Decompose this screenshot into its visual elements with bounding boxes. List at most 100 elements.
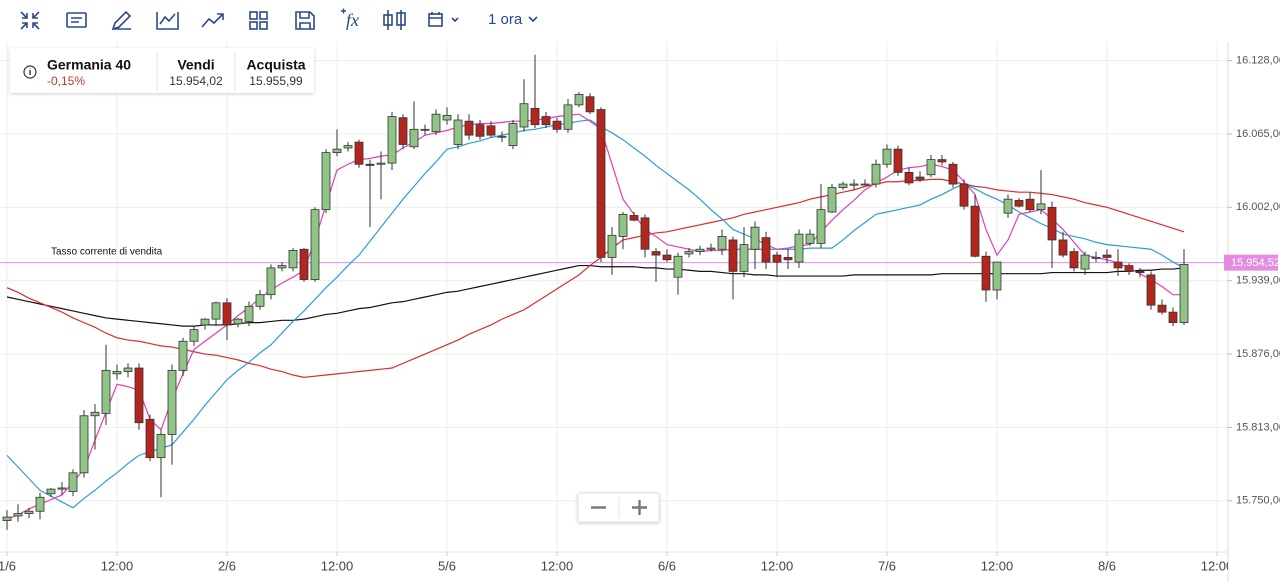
candle-body: [904, 172, 914, 184]
moving-average-line: [6, 113, 1184, 520]
candle-body: [1124, 265, 1134, 272]
candle-body: [695, 248, 705, 252]
moving-average-line: [6, 119, 1185, 509]
x-tick-label: 8/6: [1098, 558, 1116, 573]
axes: 15.750,00 15.813,00 15.876,00 15.939,00 16.0…: [0, 55, 1280, 574]
candle-body: [244, 305, 254, 322]
candle-body: [1135, 270, 1145, 273]
x-tick-label: 12:00: [541, 558, 574, 573]
indicator-icon[interactable]: [156, 12, 179, 30]
dropdown-icon[interactable]: [528, 16, 538, 23]
candle-body: [1146, 274, 1156, 306]
candle-body: [1058, 239, 1068, 256]
candle-body: [563, 104, 573, 130]
x-tick-label: 12:00: [101, 558, 134, 573]
draw-icon[interactable]: [111, 10, 132, 31]
candle-body: [178, 340, 188, 371]
candle-body: [486, 125, 496, 136]
candle-body: [607, 234, 617, 258]
candle-body: [13, 513, 23, 517]
candle-body: [79, 415, 89, 474]
notes-icon[interactable]: [66, 12, 87, 28]
candle-body: [948, 163, 958, 185]
candle-body: [618, 213, 628, 237]
candle-body: [442, 114, 452, 121]
candle-body: [123, 367, 133, 372]
candle-body: [860, 183, 870, 186]
candle-body: [629, 215, 639, 221]
candle-body: [365, 163, 375, 166]
candle-body: [1036, 203, 1046, 211]
current-price-tag: [1224, 254, 1278, 271]
candle-body: [453, 119, 463, 145]
candle-icon[interactable]: [383, 10, 406, 30]
candle-body: [387, 116, 397, 164]
calendar-icon[interactable]: [428, 12, 459, 27]
candle-body: [838, 183, 848, 188]
candle-body: [739, 244, 749, 272]
candle-body: [926, 159, 936, 176]
candle-body: [728, 239, 738, 272]
candle-body: [299, 248, 309, 280]
candle-body: [541, 116, 551, 126]
candle-body: [772, 254, 782, 263]
candle-body: [332, 148, 342, 154]
function-icon[interactable]: fx: [341, 8, 359, 31]
candle-body: [1014, 199, 1024, 207]
candle-body: [1047, 206, 1057, 241]
trend-icon[interactable]: [201, 13, 224, 28]
candle-body: [805, 233, 815, 244]
plot-area: Tasso corrente di vendita: [0, 54, 1228, 530]
y-tick-label: 15.750,00: [1236, 495, 1280, 507]
candle-body: [68, 472, 78, 492]
candle-body: [101, 369, 111, 414]
candle-body: [475, 124, 485, 137]
candle-body: [662, 254, 672, 261]
timeframe[interactable]: 1 ora: [488, 11, 523, 28]
candle-body: [1080, 254, 1090, 270]
candle-body: [200, 318, 210, 326]
candle-body: [651, 251, 661, 256]
candle-body: [530, 107, 540, 126]
candle-body: [1091, 257, 1101, 259]
x-tick-label: 2/6: [218, 558, 236, 573]
candle-body: [915, 176, 925, 180]
y-tick-label: 15.939,00: [1236, 275, 1280, 287]
candle-body: [90, 411, 100, 417]
candle-body: [343, 145, 353, 149]
candle-body: [552, 120, 562, 130]
candle-body: [354, 141, 364, 165]
info-icon[interactable]: [23, 65, 37, 79]
y-tick-label: 16.065,00: [1236, 128, 1280, 140]
y-tick-label: 15.876,00: [1236, 348, 1280, 360]
save-icon[interactable]: [295, 11, 315, 30]
x-tick-label: 12:00: [1201, 558, 1234, 573]
candle-body: [750, 226, 760, 250]
sell-label: Vendi: [177, 57, 214, 73]
y-tick-label: 16.002,00: [1236, 201, 1280, 213]
candle-body: [310, 209, 320, 280]
candle-body: [684, 251, 694, 255]
candle-body: [596, 109, 606, 258]
candle-body: [717, 236, 727, 250]
collapse-icon[interactable]: [20, 11, 40, 30]
candle-body: [640, 217, 650, 250]
candle-body: [134, 367, 144, 424]
candle-body: [2, 516, 12, 521]
candle-body: [288, 250, 298, 269]
instrument-change: -0,15%: [47, 74, 85, 88]
buy-label: Acquista: [246, 57, 305, 73]
svg-text:fx: fx: [346, 10, 359, 30]
candle-body: [321, 152, 331, 211]
candle-body: [1179, 263, 1189, 324]
zoom-in[interactable]: [632, 500, 647, 515]
y-tick-label: 16.128,00: [1236, 55, 1280, 67]
candle-body: [167, 369, 177, 435]
y-tick-label: 15.813,00: [1236, 421, 1280, 433]
x-tick-label: 12:00: [321, 558, 354, 573]
zoom-control: [577, 492, 660, 523]
candle-body: [893, 148, 903, 173]
layout-icon[interactable]: [249, 11, 268, 30]
candle-body: [1003, 198, 1013, 214]
toolbar: fx 1 ora: [20, 8, 538, 31]
